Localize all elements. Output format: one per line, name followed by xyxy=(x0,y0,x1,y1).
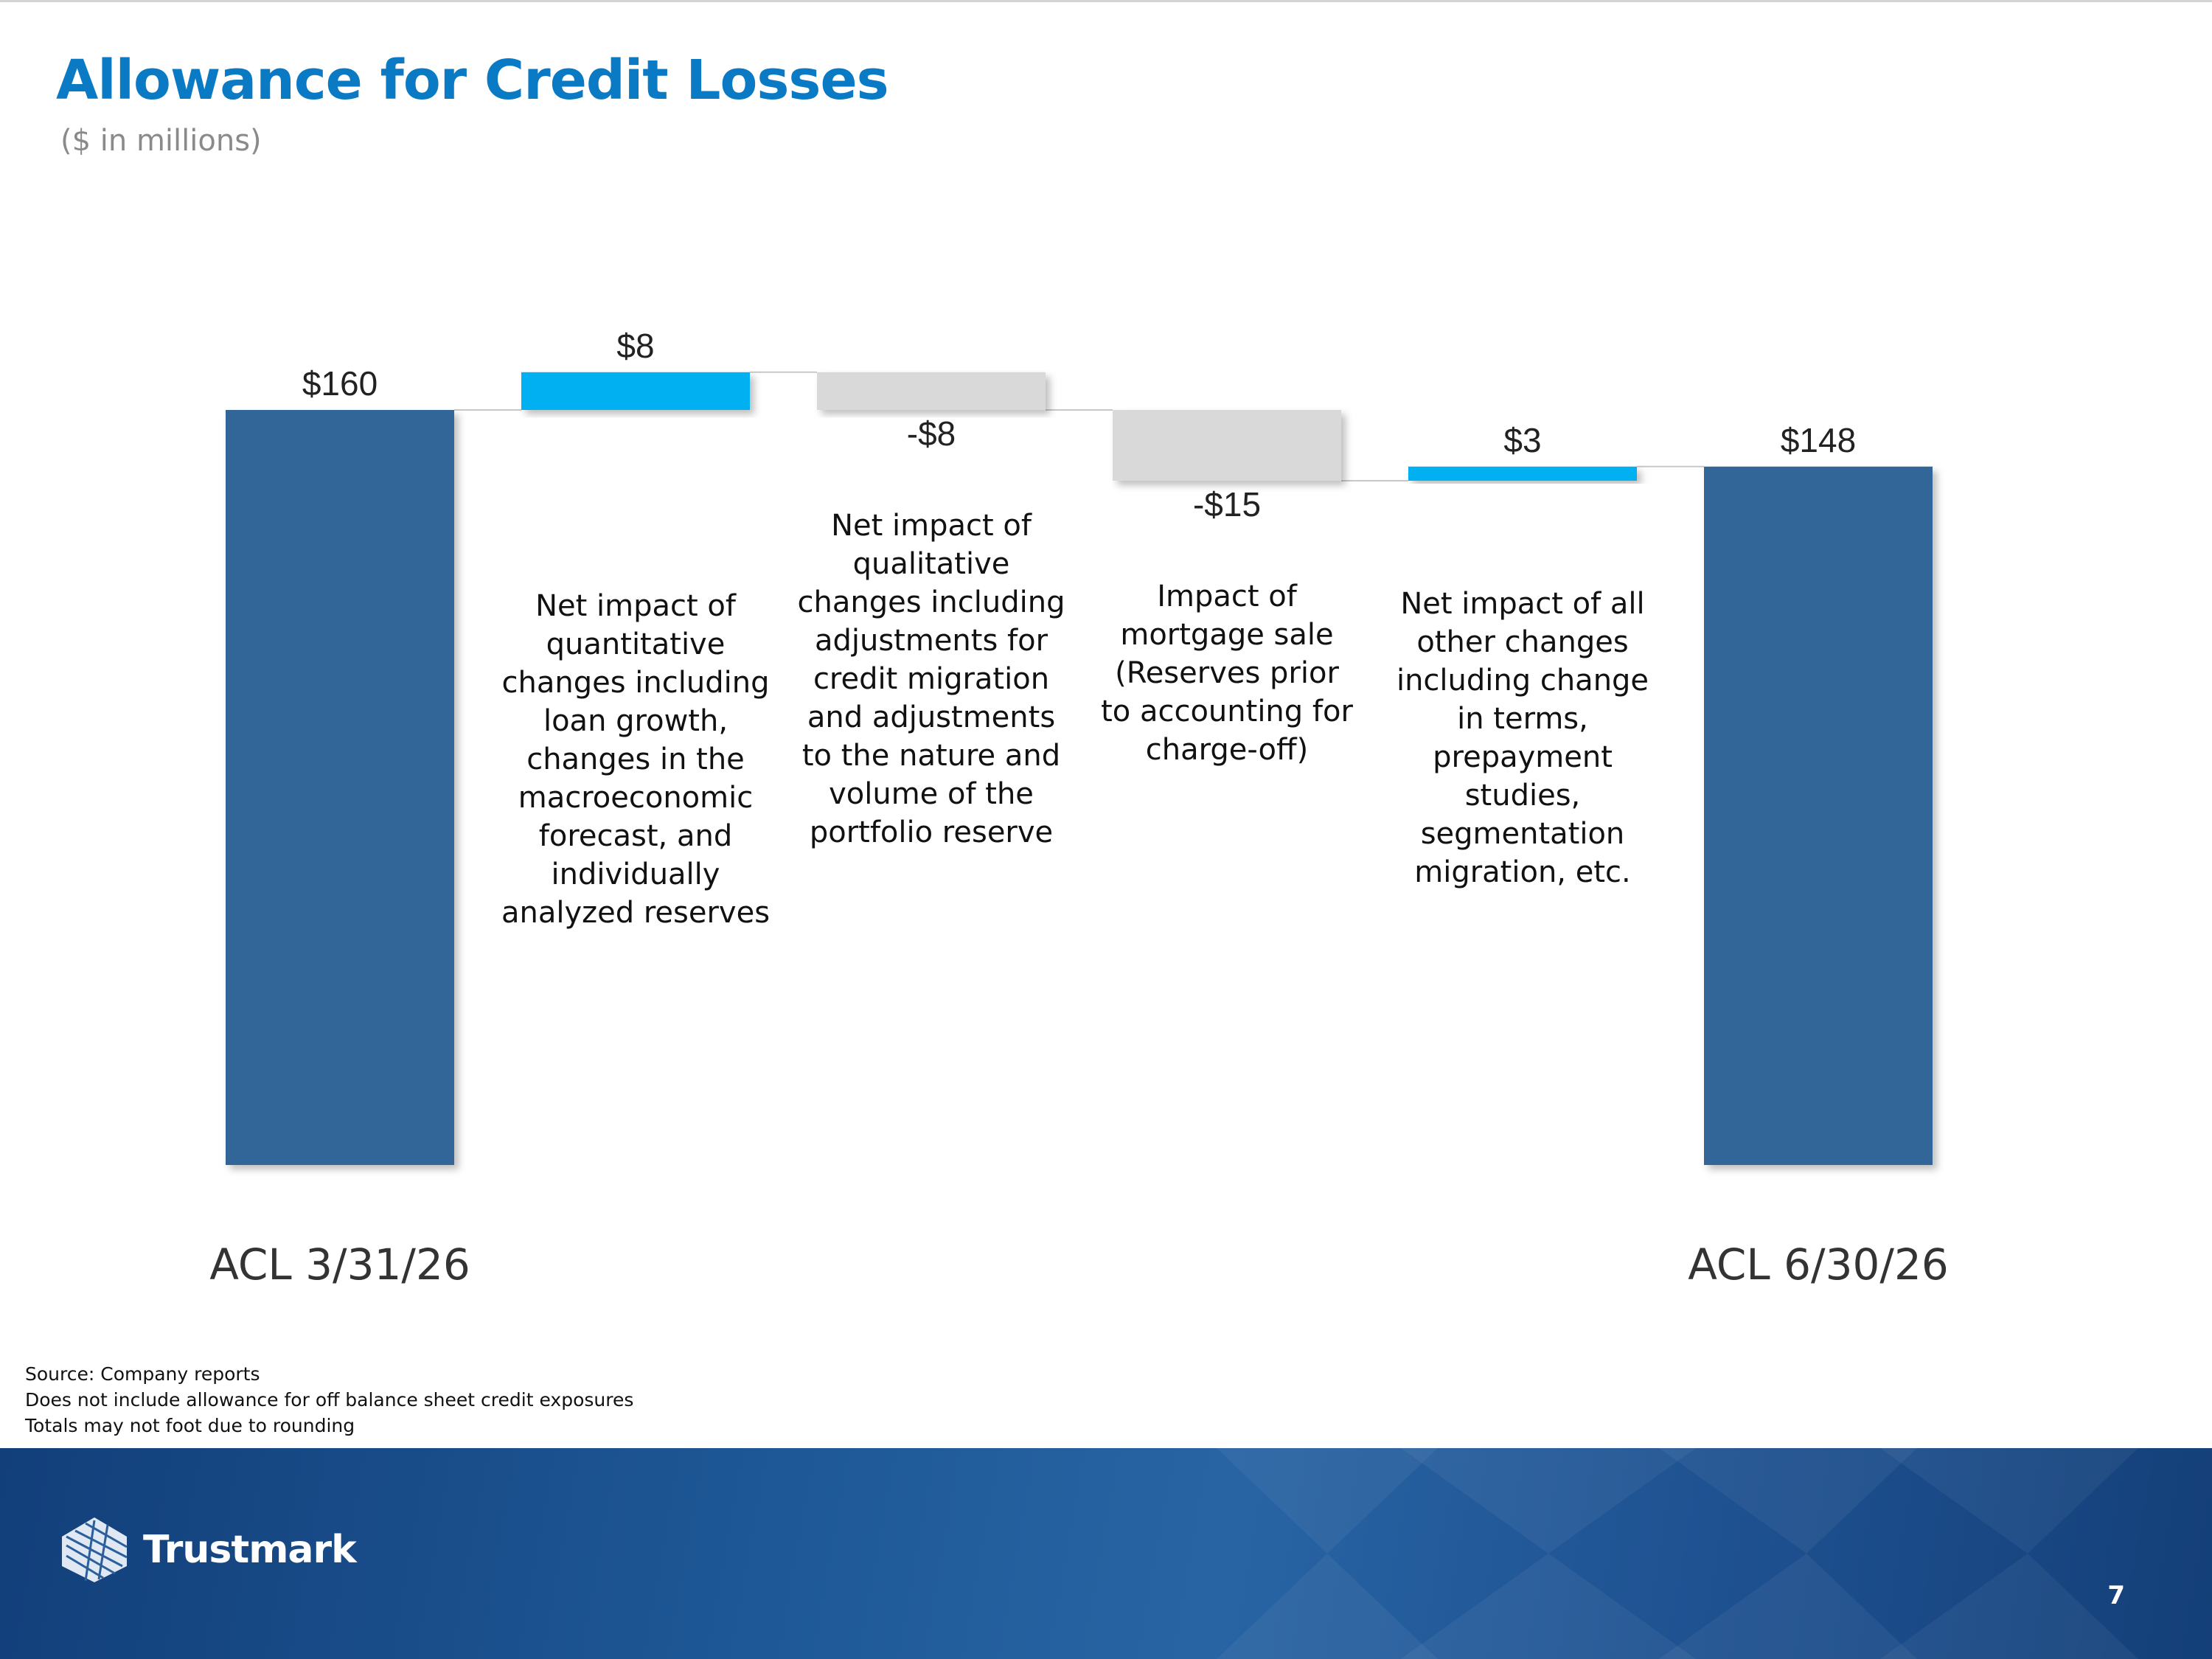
connector-lines xyxy=(454,371,1704,481)
category-labels-group: ACL 3/31/26 ACL 6/30/26 xyxy=(209,1239,1949,1290)
annotations-group: Net impact of quantitative changes includi… xyxy=(501,509,1649,930)
bars-group xyxy=(226,372,1933,1165)
annotation-3: Impact of mortgage sale (Reserves prior to … xyxy=(1101,580,1353,767)
bar-increase-4 xyxy=(1408,466,1637,481)
page-title: Allowance for Credit Losses xyxy=(56,49,889,112)
brand-name: Trustmark xyxy=(143,1528,357,1572)
page-subtitle: ($ in millions) xyxy=(60,124,262,158)
value-label-2: -$8 xyxy=(907,414,956,453)
category-label-0: ACL 3/31/26 xyxy=(209,1239,470,1290)
bar-increase-1 xyxy=(521,372,750,410)
footnote-exclusion: Does not include allowance for off balan… xyxy=(25,1389,634,1411)
value-label-3: -$15 xyxy=(1193,485,1261,524)
page-number: 7 xyxy=(2107,1581,2125,1610)
annotation-1: Net impact of quantitative changes includi… xyxy=(501,589,770,930)
footnotes: Source: Company reports Does not include… xyxy=(25,1361,633,1439)
bar-total-0 xyxy=(226,410,454,1165)
trustmark-globe-logo-icon xyxy=(62,1517,128,1582)
annotation-2: Net impact of qualitative changes includin… xyxy=(798,509,1065,849)
bar-total-5 xyxy=(1704,466,1933,1165)
value-label-1: $8 xyxy=(616,327,654,365)
footnote-source: Source: Company reports xyxy=(25,1363,260,1385)
annotation-4: Net impact of all other changes including … xyxy=(1397,587,1649,889)
footer-banner: Trustmark 7 xyxy=(0,1448,2212,1659)
footer-chevron-pattern xyxy=(1217,1448,2138,1659)
bar-decrease-2 xyxy=(817,372,1046,410)
value-label-5: $148 xyxy=(1781,421,1856,459)
category-label-5: ACL 6/30/26 xyxy=(1688,1239,1949,1290)
bar-decrease-3 xyxy=(1113,410,1341,481)
value-label-4: $3 xyxy=(1503,421,1541,459)
top-rule xyxy=(0,0,2212,2)
value-labels-group: $160 $8 -$8 -$15 $3 $148 xyxy=(302,327,1856,524)
value-label-0: $160 xyxy=(302,364,378,403)
footnote-rounding: Totals may not foot due to rounding xyxy=(25,1415,355,1436)
trustmark-brand: Trustmark xyxy=(56,1514,357,1585)
waterfall-chart: $160 $8 -$8 -$15 $3 $148 Net impact of quantit… xyxy=(209,327,1949,1290)
